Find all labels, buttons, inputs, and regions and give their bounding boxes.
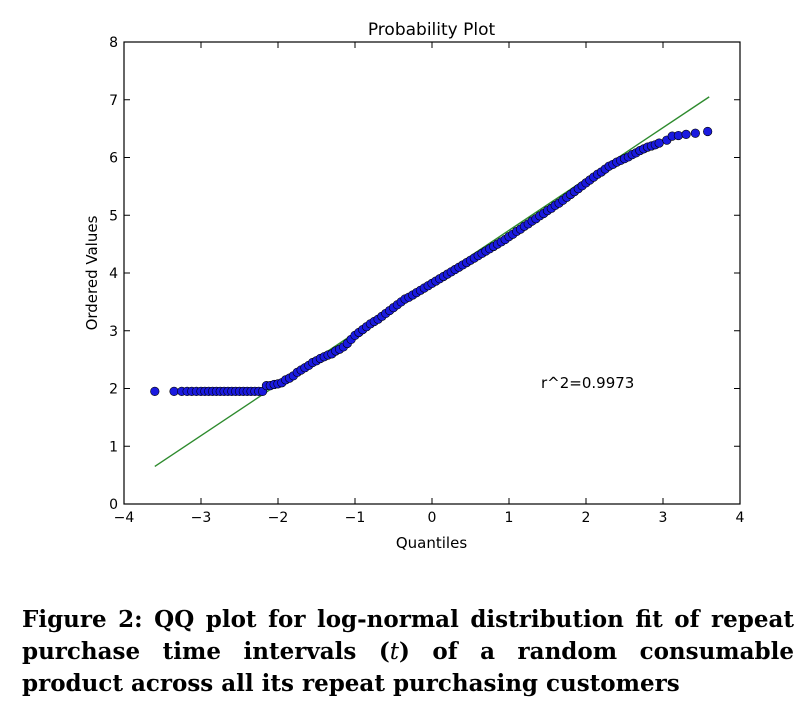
x-tick-label: 0 [428, 510, 437, 526]
y-tick-label: 7 [109, 93, 118, 109]
data-point [681, 129, 691, 139]
y-axis-label: Ordered Values [83, 215, 101, 330]
y-tick-label: 6 [109, 151, 118, 167]
chart-title: Probability Plot [368, 20, 496, 40]
qq-plot-chart: Probability Plot −4 −3 −2 −1 0 1 2 3 4012345678 … [83, 20, 745, 552]
x-tick-label: 1 [505, 510, 514, 526]
x-tick-label: 2 [582, 510, 591, 526]
data-point [703, 126, 713, 137]
y-tick-label: 8 [109, 35, 118, 51]
y-tick-label: 5 [109, 208, 118, 224]
x-tick-label: −2 [268, 510, 289, 526]
data-point [169, 386, 179, 396]
y-tick-label: 1 [109, 439, 118, 455]
data-point [150, 386, 160, 396]
y-tick-label: 4 [109, 266, 118, 282]
x-axis-label: Quantiles [396, 534, 467, 552]
x-tick-label: −3 [191, 510, 212, 526]
data-point [690, 128, 700, 138]
data-points [150, 126, 713, 396]
caption-text-start: Figure 2: QQ plot for log-normal distrib… [22, 606, 794, 665]
r-squared-annotation: r^2=0.9973 [541, 374, 634, 392]
caption-text-end: ) of a random consumable product across … [22, 638, 794, 697]
y-tick-label: 2 [109, 382, 118, 398]
x-tick-label: 4 [736, 510, 745, 526]
figure-caption: Figure 2: QQ plot for log-normal distrib… [22, 604, 794, 700]
x-tick-label: −4 [114, 510, 135, 526]
caption-math-variable: t [389, 639, 399, 665]
data-point [673, 130, 684, 141]
data-point [654, 138, 664, 148]
x-tick-label: 3 [659, 510, 668, 526]
y-tick-label: 3 [109, 324, 118, 340]
plot-frame [123, 41, 741, 505]
x-tick-label: −1 [345, 510, 366, 526]
axes-ticks: −4 −3 −2 −1 0 1 2 3 4 0 1 2 3 4 5 6 7 8 [109, 35, 744, 526]
y-tick-label: 0 [109, 497, 118, 513]
